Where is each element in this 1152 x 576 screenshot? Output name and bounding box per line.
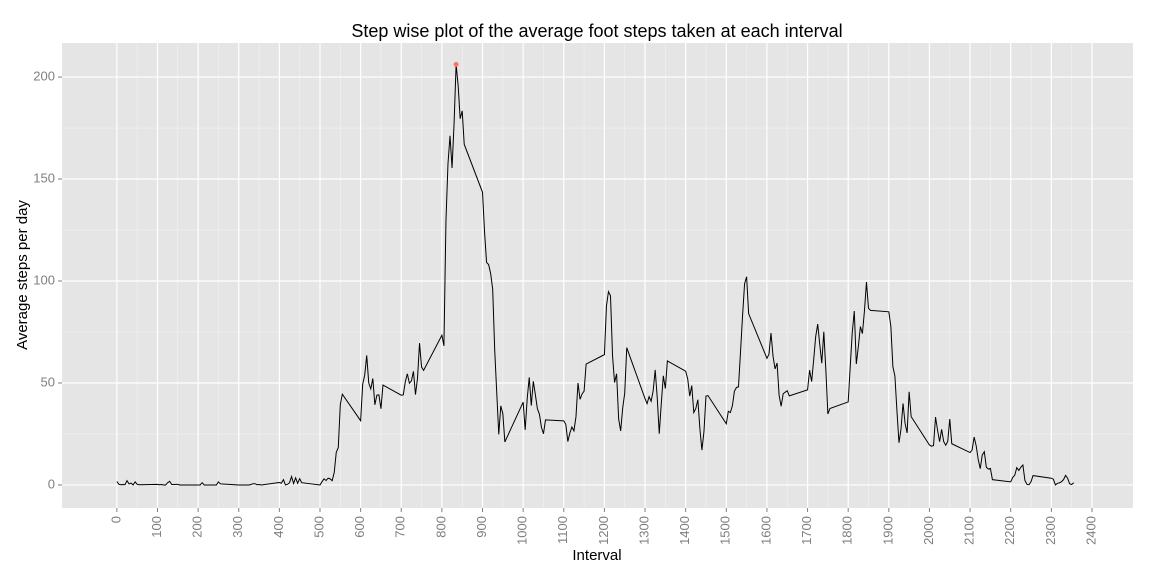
x-tick-label: 1900 [880, 516, 895, 545]
x-tick-label: 2200 [1002, 516, 1017, 545]
x-tick-label: 2000 [921, 516, 936, 545]
x-tick-label: 600 [352, 516, 367, 538]
x-axis-label: Interval [572, 547, 621, 564]
x-tick-label: 500 [311, 516, 326, 538]
x-tick-label: 400 [271, 516, 286, 538]
x-tick-label: 1600 [758, 516, 773, 545]
x-tick-label: 800 [433, 516, 448, 538]
y-tick-label: 150 [33, 170, 55, 185]
y-tick-label: 50 [41, 374, 55, 389]
x-tick-label: 1700 [799, 516, 814, 545]
x-tick-label: 1800 [840, 516, 855, 545]
x-tick-label: 100 [149, 516, 164, 538]
x-tick-label: 1400 [677, 516, 692, 545]
max-point [453, 61, 459, 67]
y-tick-label: 200 [33, 68, 55, 83]
x-tick-label: 2100 [962, 516, 977, 545]
chart-title: Step wise plot of the average foot steps… [351, 21, 842, 41]
x-tick-label: 1300 [636, 516, 651, 545]
x-tick-label: 300 [230, 516, 245, 538]
x-tick-label: 200 [190, 516, 205, 538]
x-tick-label: 700 [393, 516, 408, 538]
x-tick-label: 1500 [718, 516, 733, 545]
y-axis-label: Average steps per day [14, 200, 31, 350]
plot-panel [62, 43, 1133, 508]
x-tick-label: 2400 [1083, 516, 1098, 545]
x-tick-label: 1100 [555, 516, 570, 544]
x-tick-label: 1200 [596, 516, 611, 545]
y-tick-label: 100 [33, 272, 55, 287]
y-tick-label: 0 [48, 476, 55, 491]
line [116, 64, 1075, 486]
x-tick-label: 900 [474, 516, 489, 538]
x-tick-label: 2300 [1043, 516, 1058, 545]
x-tick-label: 1000 [515, 516, 530, 545]
x-tick-label: 0 [108, 516, 123, 523]
